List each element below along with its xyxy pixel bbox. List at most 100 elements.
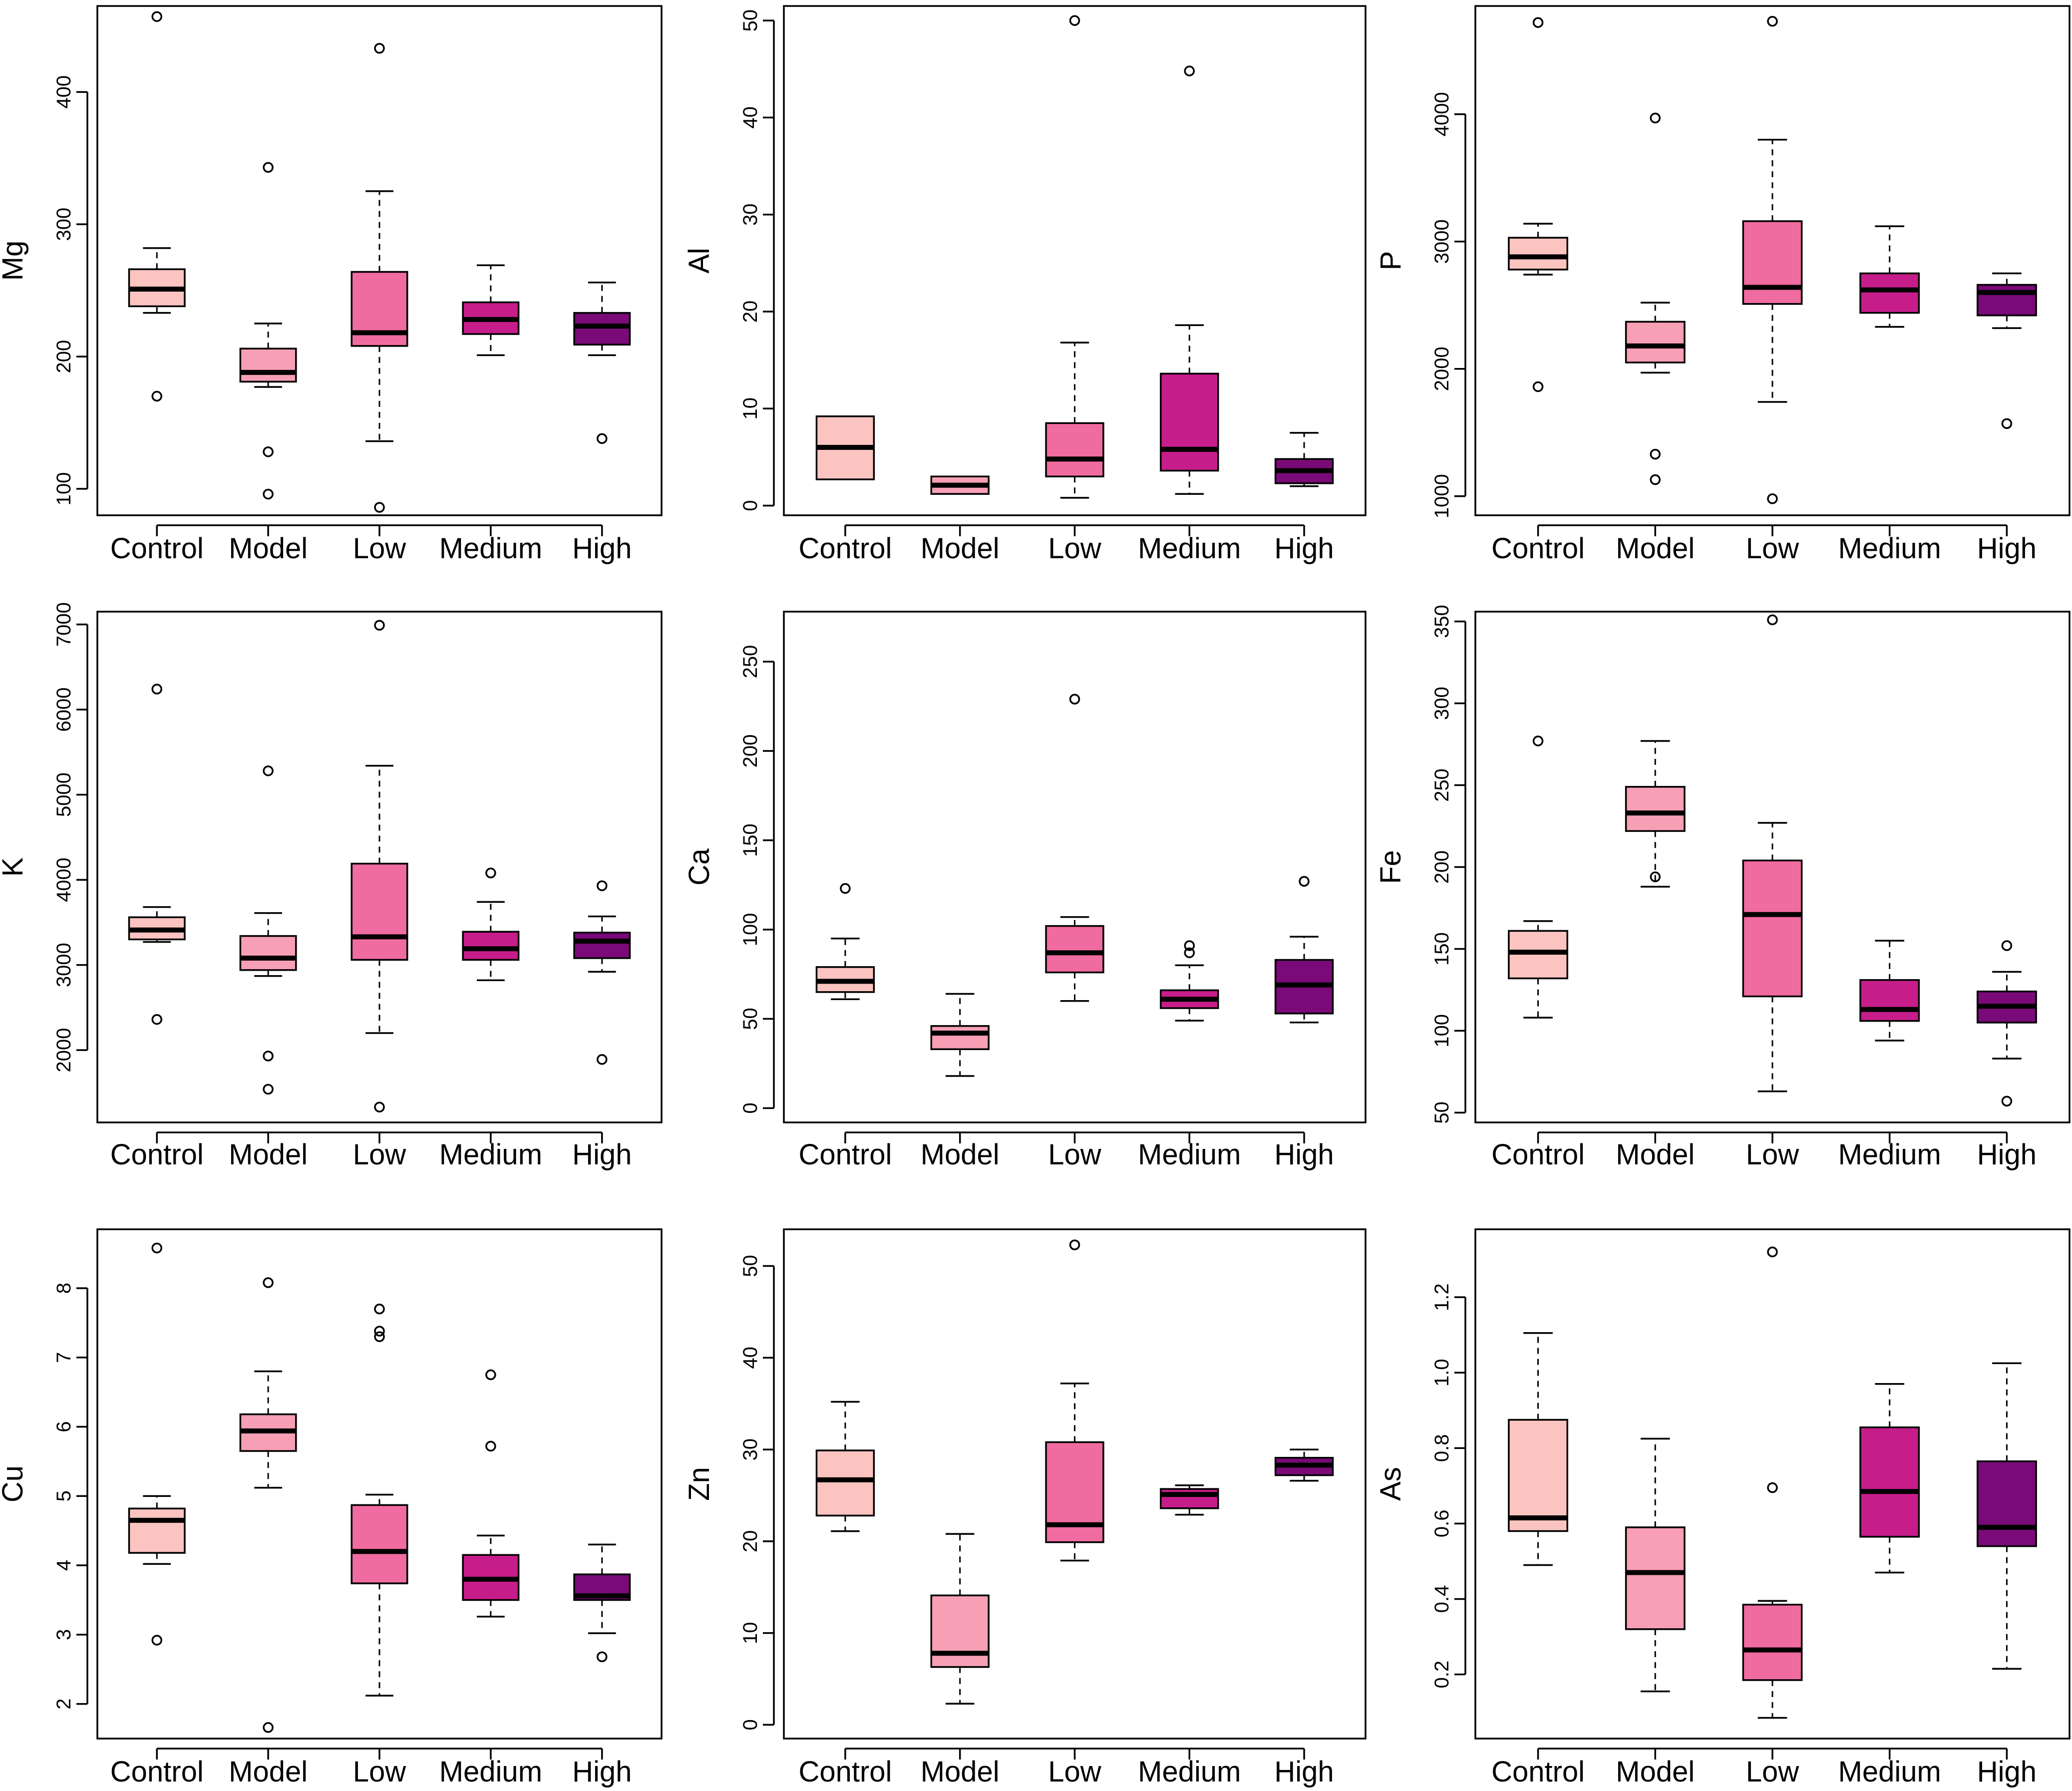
y-tick-label: 0 — [739, 1102, 761, 1113]
iqr-box — [1160, 372, 1219, 472]
y-tick-label: 8 — [53, 1283, 75, 1294]
x-category-label-control: Control — [798, 1756, 892, 1788]
plot-frame — [783, 1228, 1367, 1740]
x-category-label-model: Model — [1616, 1138, 1695, 1171]
box-high — [573, 880, 631, 1065]
plot-frame — [96, 5, 663, 516]
y-tick-label: 10 — [739, 1622, 761, 1644]
x-category-label-medium: Medium — [1838, 1138, 1941, 1171]
outlier-point — [263, 765, 274, 776]
outlier-point — [1184, 65, 1195, 76]
outlier-point — [485, 1369, 496, 1381]
y-tick-label: 350 — [1431, 605, 1453, 638]
y-axis-title: Mg — [0, 241, 29, 281]
y-tick-label: 30 — [739, 203, 761, 226]
iqr-box — [1742, 1604, 1803, 1681]
box-model — [1625, 1437, 1686, 1693]
x-category-label-low: Low — [1048, 532, 1102, 565]
x-category-label-model: Model — [229, 1138, 308, 1171]
y-tick-label: 100 — [53, 472, 75, 506]
y-tick-label: 10 — [739, 397, 761, 420]
box-high — [1976, 272, 2037, 429]
panel-as: 0.2 0.4 0.6 0.8 1.0 1.2 As Control Model Low Mediu… — [1375, 1228, 2071, 1788]
outlier-point — [1650, 474, 1661, 485]
y-tick-label: 50 — [739, 1255, 761, 1277]
box-control — [1508, 17, 1569, 392]
y-tick-label: 150 — [739, 823, 761, 857]
outlier-point — [374, 502, 385, 513]
outlier-point — [151, 390, 162, 402]
y-tick-label: 0 — [739, 1719, 761, 1730]
iqr-box — [815, 1449, 875, 1517]
box-high — [573, 1543, 631, 1662]
x-category-label-medium: Medium — [1838, 532, 1941, 565]
iqr-box — [1859, 1426, 1920, 1538]
y-axis-title: Zn — [683, 1467, 715, 1501]
outlier-point — [1069, 15, 1080, 26]
x-category-label-low: Low — [1048, 1138, 1102, 1171]
y-tick-label: 200 — [53, 340, 75, 373]
box-high — [1274, 1448, 1334, 1482]
y-tick-label: 7000 — [53, 602, 75, 647]
outlier-point — [2001, 940, 2013, 951]
y-tick-label: 5 — [53, 1490, 75, 1501]
y-tick-label: 100 — [739, 913, 761, 946]
outlier-point — [840, 883, 851, 894]
box-high — [1274, 432, 1334, 487]
box-medium — [1160, 65, 1219, 495]
x-category-label-model: Model — [921, 1138, 1000, 1171]
outlier-point — [1650, 871, 1661, 882]
iqr-box — [239, 935, 297, 971]
outlier-point — [1184, 947, 1195, 958]
box-low — [1045, 15, 1104, 499]
plot-frame — [96, 1228, 663, 1740]
panel-fe: 50 100 150 200 250 300 350 Fe Control Model Low Med… — [1375, 605, 2071, 1171]
x-category-label-control: Control — [1491, 1756, 1585, 1788]
iqr-box — [350, 862, 408, 961]
y-axis-title: K — [0, 857, 29, 877]
y-tick-label: 40 — [739, 1347, 761, 1369]
y-tick-label: 2 — [53, 1698, 75, 1709]
y-tick-label: 150 — [1431, 932, 1453, 966]
x-category-label-medium: Medium — [1138, 1756, 1241, 1788]
iqr-box — [573, 932, 631, 959]
x-category-label-control: Control — [1491, 1138, 1585, 1171]
y-tick-label: 300 — [1431, 687, 1453, 720]
x-category-label-high: High — [1977, 1756, 2037, 1788]
outlier-point — [263, 1051, 274, 1062]
box-low — [1742, 614, 1803, 1092]
outlier-point — [374, 1101, 385, 1113]
y-tick-label: 200 — [1431, 850, 1453, 884]
plot-frame — [783, 5, 1367, 516]
iqr-box — [1045, 422, 1104, 478]
x-category-label-high: High — [572, 1138, 632, 1171]
y-axis-title: Fe — [1375, 850, 1407, 884]
y-axis-title: P — [1375, 251, 1407, 271]
plot-frame — [1474, 611, 2071, 1123]
x-category-label-model: Model — [921, 532, 1000, 565]
panel-zn: 0 10 20 30 40 50 Zn Control Model Low Medium High — [683, 1228, 1367, 1788]
box-medium — [1859, 940, 1920, 1042]
outlier-point — [151, 1014, 162, 1025]
outlier-point — [485, 867, 496, 879]
box-control — [128, 1242, 186, 1646]
x-category-label-control: Control — [798, 532, 892, 565]
y-tick-label: 250 — [739, 645, 761, 679]
y-tick-label: 250 — [1431, 768, 1453, 802]
plot-frame — [96, 611, 663, 1123]
outlier-point — [1650, 448, 1661, 460]
y-tick-label: 4000 — [53, 858, 75, 902]
outlier-point — [263, 446, 274, 457]
y-axis-title: Al — [683, 248, 715, 274]
x-category-label-high: High — [1274, 532, 1334, 565]
panel-k: 2000 3000 4000 5000 6000 7000 K Control Model Low… — [0, 602, 663, 1171]
y-tick-label: 2000 — [53, 1028, 75, 1073]
y-tick-label: 0.6 — [1431, 1510, 1453, 1538]
x-category-label-low: Low — [1746, 532, 1800, 565]
x-category-label-high: High — [572, 532, 632, 565]
iqr-box — [1742, 859, 1803, 998]
x-category-label-high: High — [1274, 1756, 1334, 1788]
box-model — [930, 1533, 990, 1705]
iqr-box — [930, 1594, 990, 1668]
x-category-label-high: High — [572, 1756, 632, 1788]
